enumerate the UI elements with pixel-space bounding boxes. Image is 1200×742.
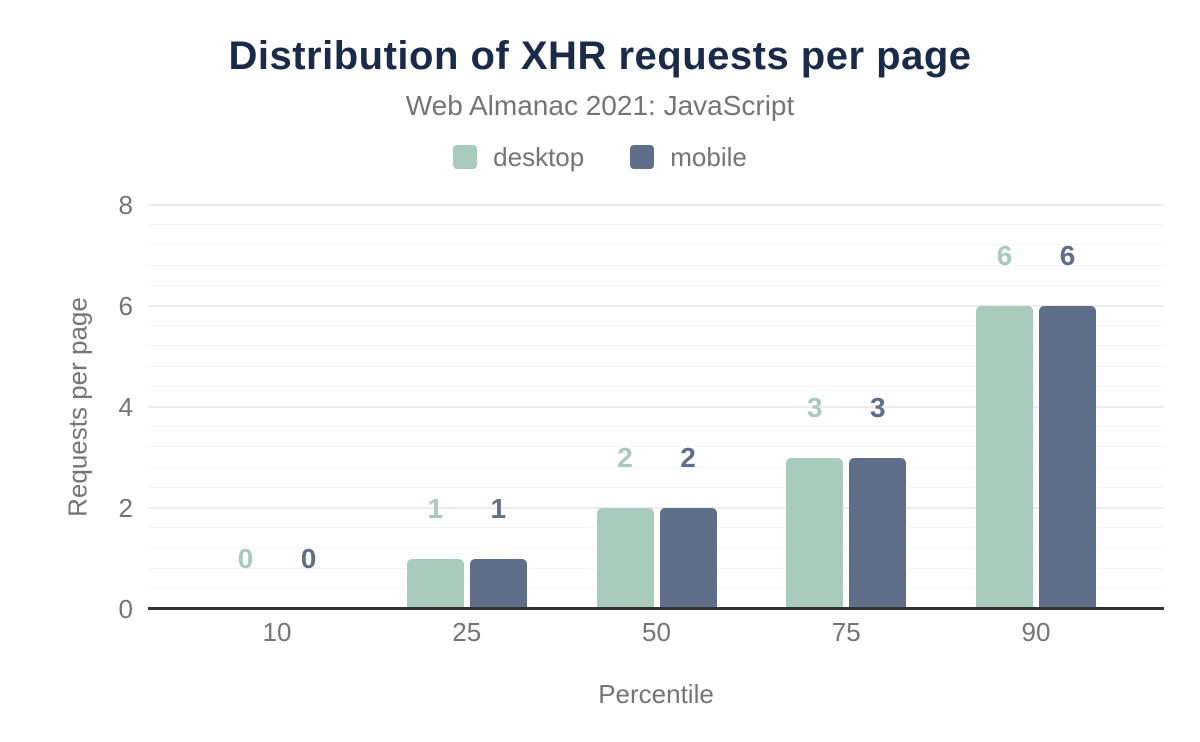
legend-item-mobile[interactable]: mobile [630,142,747,173]
x-tick-label-10: 10 [262,617,292,647]
value-label-desktop-p75: 3 [806,391,823,423]
bar-mobile-p75[interactable] [849,457,907,609]
value-label-mobile-p10: 0 [300,543,317,574]
bar-desktop-p90[interactable] [976,306,1033,609]
minor-gridline [148,587,1164,589]
x-axis-title: Percentile [598,679,714,709]
bar-mobile-p90[interactable] [1039,306,1096,609]
minor-gridline [148,527,1164,529]
bar-desktop-p75[interactable] [786,457,844,609]
legend-item-desktop[interactable]: desktop [453,142,584,173]
minor-gridline [148,284,1164,286]
minor-gridline [148,345,1164,347]
major-gridline [148,305,1164,307]
value-label-mobile-p50: 2 [680,442,696,473]
chart-title: Distribution of XHR requests per page [228,34,972,78]
x-tick-label-50: 50 [642,617,671,647]
desktop-swatch-icon [453,145,478,169]
plot-area: 0 0 10 1 1 25 2 2 50 3 3 75 6 6 90 [148,204,1164,645]
value-label-mobile-p90: 6 [1059,240,1076,271]
value-label-desktop-p90: 6 [996,240,1013,271]
minor-gridline [148,466,1164,468]
value-label-desktop-p10: 0 [237,543,254,574]
minor-gridline [148,365,1164,367]
y-tick-label: 8 [118,190,133,220]
minor-gridline [148,567,1164,569]
legend-label-mobile: mobile [670,141,747,172]
major-gridline [148,406,1164,408]
mobile-swatch-icon [630,145,655,169]
minor-gridline [148,244,1164,246]
x-tick-label-75: 75 [831,617,861,647]
y-tick-label: 4 [118,392,133,422]
value-label-mobile-p75: 3 [869,391,886,423]
bar-mobile-p50[interactable] [659,508,717,609]
chart-subtitle: Web Almanac 2021: JavaScript [405,90,795,121]
minor-gridline [148,547,1164,549]
minor-gridline [148,224,1164,226]
value-label-mobile-p25: 1 [490,492,507,524]
minor-gridline [148,486,1164,488]
x-axis-line [148,607,1164,610]
major-gridline [148,507,1164,509]
minor-gridline [148,325,1164,327]
minor-gridline [148,264,1164,266]
legend-label-desktop: desktop [493,141,585,172]
bar-desktop-p50[interactable] [596,508,654,609]
y-tick-label: 6 [118,291,133,321]
legend: desktop mobile [0,141,1200,173]
major-gridline [148,204,1164,206]
y-tick-label: 2 [118,493,133,523]
y-tick-label: 0 [118,594,133,624]
x-tick-label-25: 25 [452,617,482,647]
bar-desktop-p25[interactable] [406,558,464,609]
value-label-desktop-p50: 2 [617,442,633,473]
minor-gridline [148,426,1164,428]
minor-gridline [148,385,1164,387]
bar-mobile-p25[interactable] [469,558,527,609]
value-label-desktop-p25: 1 [427,492,444,524]
x-tick-label-90: 90 [1021,617,1051,647]
minor-gridline [148,446,1164,448]
